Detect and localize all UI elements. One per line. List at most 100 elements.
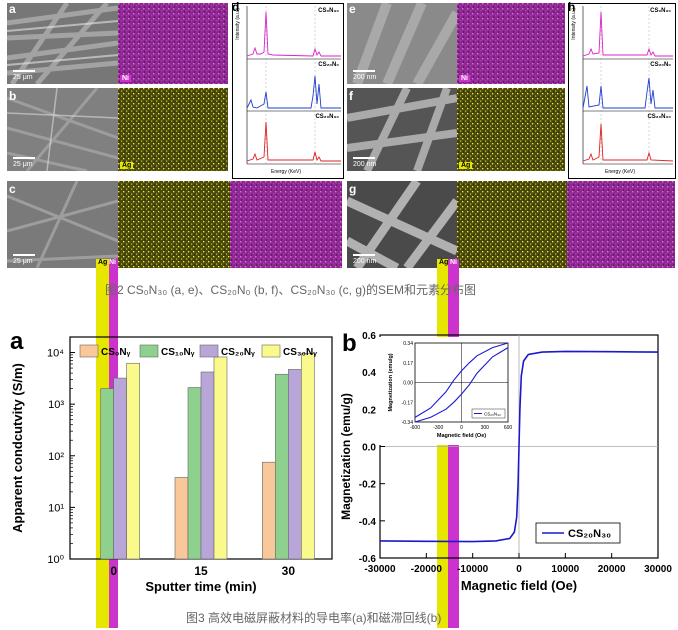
inset-x-tick-label: -300: [433, 425, 443, 431]
panel-letter-c: c: [9, 182, 16, 196]
bar: [187, 387, 202, 560]
y-axis-title: Apparent condcutvity (S/m): [10, 363, 25, 533]
eds-spectrum-h: CS₀N₃₀ CS₂₀N₀ CS₂₀N₃₀ Intensity (a.u.) E…: [568, 3, 676, 179]
ag-tag: Ag: [459, 162, 473, 169]
inset-y-tick-label: -0.34: [402, 420, 414, 426]
ni-map-a: Ni: [118, 3, 228, 84]
inset-y-tick-label: 0.34: [403, 341, 413, 347]
y-tick-label: 0.4: [362, 368, 376, 379]
scale-bar: 25 μm: [13, 157, 35, 168]
eds-spectrum-label: CS₂₀N₀: [318, 62, 339, 68]
scale-bar: 25 μm: [13, 254, 35, 265]
x-tick-label: -10000: [457, 564, 489, 575]
x-tick-label: 0: [110, 564, 117, 578]
sem-image-a: 25 μm: [7, 3, 118, 84]
ag-dots: [118, 88, 228, 171]
eds-spectrum-label: CS₀N₃₀: [650, 8, 671, 14]
x-tick-label: -30000: [364, 564, 396, 575]
x-tick-label: 10000: [551, 564, 579, 575]
eds-x-title: Energy (KeV): [605, 169, 636, 175]
eds-spectrum-label: CS₂₀N₀: [650, 62, 671, 68]
x-tick-label: 15: [194, 564, 208, 578]
x-tick-label: -20000: [411, 564, 443, 575]
legend-label: CS₂₀N₃₀: [568, 528, 611, 540]
inset-y-tick-label: -0.17: [402, 400, 414, 406]
legend-swatch: [261, 344, 281, 358]
x-tick-label: 30000: [644, 564, 672, 575]
bar: [113, 377, 127, 560]
sem-image-b: 25 μm: [7, 88, 118, 171]
y-axis-title: Magnetization (emu/g): [340, 393, 353, 520]
ag-dots: [457, 181, 567, 268]
bar: [213, 356, 228, 560]
ag-map-c: Ag: [118, 181, 230, 268]
ni-map-c: [230, 181, 342, 268]
ni-dots: [567, 181, 675, 268]
inset-y-tick-label: 0.17: [403, 361, 413, 367]
ni-map-e: Ni: [457, 3, 565, 84]
ni-tag: Ni: [459, 75, 470, 82]
y-tick-label: 10⁰: [47, 554, 64, 566]
bar: [174, 477, 189, 560]
inset-x-tick-label: 300: [481, 425, 490, 431]
eds-spectrum-label: CS₂₀N₃₀: [647, 114, 671, 120]
inset-x-tick-label: 600: [504, 425, 513, 431]
bar: [200, 371, 215, 560]
inset-x-title: Magnetic field (Oe): [437, 433, 486, 439]
ni-map-g: [567, 181, 675, 268]
legend-box: [535, 522, 621, 544]
legend-label: CS₁₀Nᵧ: [161, 347, 195, 358]
y-tick-label: 0.2: [362, 405, 376, 416]
series-line: [379, 350, 659, 543]
bar: [275, 373, 289, 560]
panel-letter-b: b: [342, 330, 357, 357]
y-tick-label: 10²: [48, 451, 64, 463]
y-tick-label: -0.6: [359, 554, 377, 565]
legend-label: CS₀Nᵧ: [101, 347, 131, 358]
inset-loop-branch: [414, 342, 509, 418]
panel-letter-f: f: [349, 89, 353, 103]
bar: [126, 362, 140, 560]
x-tick-label: 20000: [598, 564, 626, 575]
eds-spectrum-label: CS₂₀N₃₀: [315, 114, 339, 120]
panel-letter-b: b: [9, 89, 17, 103]
ag-tag: Ag: [120, 162, 134, 169]
bar: [262, 461, 276, 560]
y-tick-label: -0.4: [359, 517, 377, 528]
x-axis-title: Magnetic field (Oe): [461, 578, 577, 593]
ni-dots: [118, 3, 228, 84]
panel-letter-d: d: [232, 0, 240, 14]
eds-x-title: Energy (KeV): [271, 169, 302, 175]
panel-letter-h: h: [568, 0, 576, 14]
inset-legend-label: CS₂₀N₃₀: [484, 412, 501, 417]
inset-x-tick-label: -600: [410, 425, 420, 431]
legend-swatch: [139, 344, 159, 358]
ni-dots: [457, 3, 565, 84]
bar: [100, 388, 114, 560]
sem-image-e: 200 nm: [347, 3, 457, 84]
legend-label: CS₂₀Nᵧ: [221, 347, 255, 358]
ni-tag: Ni: [120, 75, 131, 82]
y-tick-label: -0.2: [359, 480, 377, 491]
conductivity-bar-chart: a 10⁰ 10¹ 10² 10³ 10⁴ 0 15 30 Sputter time (min) A…: [10, 328, 333, 594]
scale-bar: 25 μm: [13, 70, 35, 81]
y-tick-label: 10⁴: [47, 348, 64, 360]
eds-spectrum-label: CS₀N₃₀: [318, 8, 339, 14]
sem-image-f: 200 nm: [347, 88, 457, 171]
ag-dots: [457, 88, 565, 171]
y-tick-label: 10¹: [48, 502, 64, 514]
ag-map-b: Ag: [118, 88, 228, 171]
fiber-texture: [7, 181, 118, 268]
panel-letter-a: a: [9, 2, 16, 16]
y-tick-label: 0.6: [362, 331, 376, 342]
inset-loop-branch: [414, 347, 509, 423]
bar: [301, 353, 315, 560]
panel-letter-e: e: [349, 2, 356, 16]
inset-y-tick-label: 0.00: [403, 381, 413, 387]
figure-3-caption: 图3 高效电磁屏蔽材料的导电率(a)和磁滞回线(b): [186, 611, 442, 625]
panel-letter-g: g: [349, 182, 357, 196]
eds-plot-h: [582, 6, 674, 165]
ag-map-f: Ag: [457, 88, 565, 171]
legend-swatch: [199, 344, 219, 358]
scale-bar: 200 nm: [353, 70, 377, 81]
